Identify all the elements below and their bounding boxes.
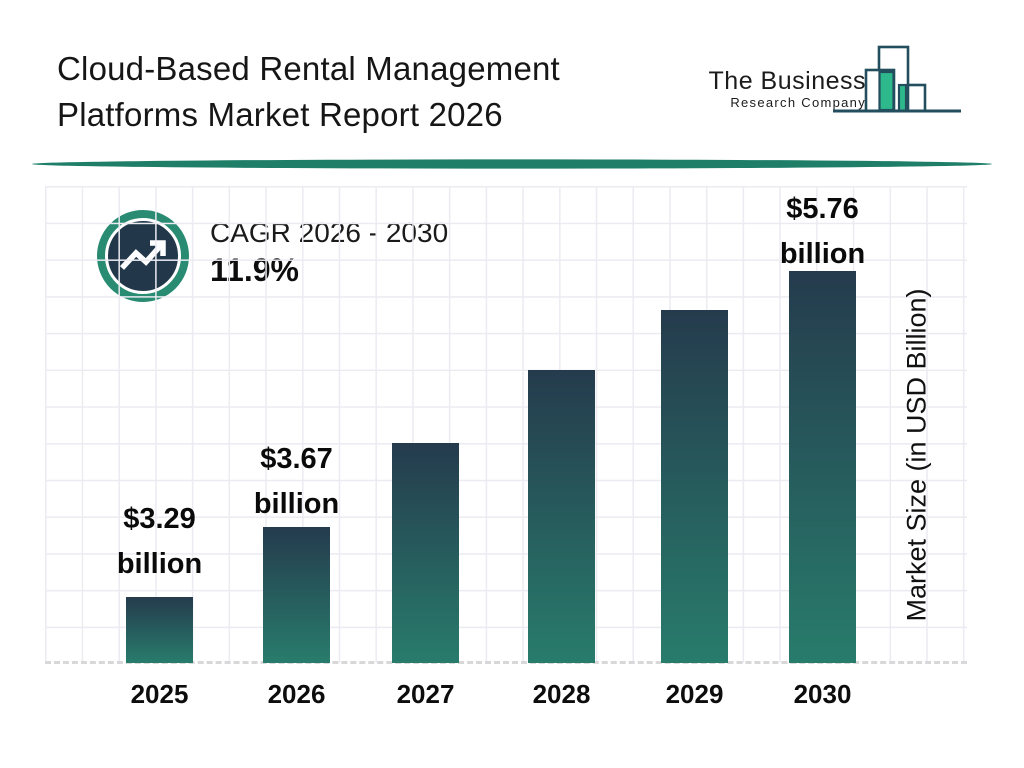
value-label-unit: billion <box>779 238 866 270</box>
x-tick-label-2028: 2028 <box>532 679 591 709</box>
bar-chart-skyline-icon <box>833 45 961 113</box>
value-label-2026: $3.67 billion <box>212 437 382 527</box>
x-tick-label-2029: 2029 <box>665 679 724 709</box>
chart-baseline <box>45 661 967 664</box>
value-label-amount: $5.76 <box>786 193 859 225</box>
value-label-amount: $3.67 <box>260 443 333 475</box>
page-title: Cloud-Based Rental Management Platforms … <box>57 46 560 138</box>
value-label-amount: $3.29 <box>123 503 196 535</box>
value-label-2030: $5.76 billion <box>738 187 908 277</box>
x-tick-label-2025: 2025 <box>130 679 189 709</box>
title-divider <box>32 159 992 169</box>
y-axis-label: Market Size (in USD Billion) <box>901 288 932 622</box>
bar-2030 <box>789 271 856 663</box>
value-label-unit: billion <box>253 488 340 520</box>
x-tick-label-2026: 2026 <box>267 679 326 709</box>
x-tick-label-2027: 2027 <box>396 679 455 709</box>
x-tick-label-2030: 2030 <box>793 679 852 709</box>
bar-2027 <box>392 443 459 663</box>
logo-company-name: The Business <box>708 67 866 95</box>
bar-2028 <box>528 370 595 663</box>
value-label-2025: $3.29 billion <box>75 497 245 587</box>
value-label-unit: billion <box>116 548 203 580</box>
company-logo: The Business Research Company <box>640 67 866 111</box>
bar-2029 <box>661 310 728 663</box>
bar-2025 <box>126 597 193 663</box>
page-title-line1: Cloud-Based Rental Management <box>57 50 560 87</box>
page-title-line2: Platforms Market Report 2026 <box>57 96 503 133</box>
bar-2026 <box>263 527 330 663</box>
logo-company-subname: Research Company <box>730 95 866 110</box>
